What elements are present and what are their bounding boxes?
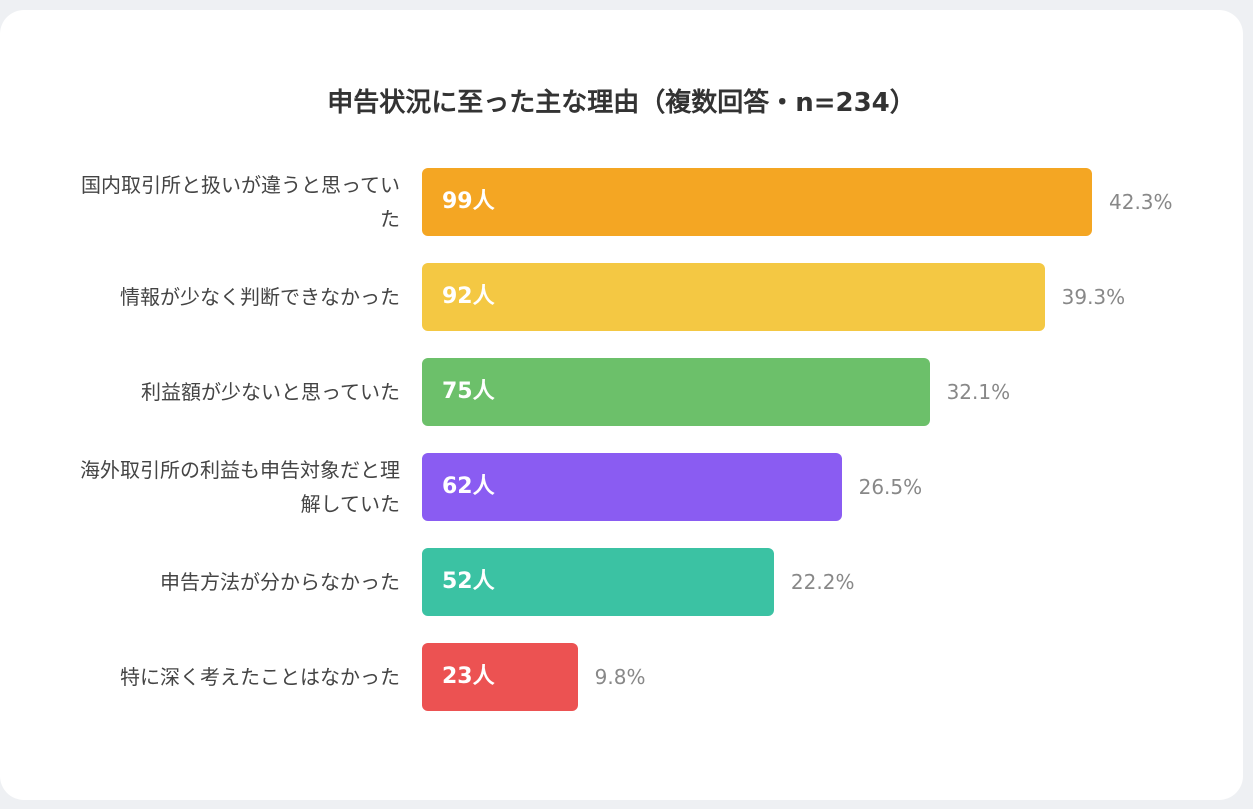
percent-label: 22.2% [790,570,855,594]
percent-label: 26.5% [858,475,923,499]
bar [422,263,1045,331]
category-label: 特に深く考えたことはなかった [120,665,400,689]
percent-label: 32.1% [946,380,1011,404]
value-label: 62人 [442,474,495,499]
bar [422,643,578,711]
bar [422,358,930,426]
value-label: 52人 [442,569,495,594]
value-label: 23人 [442,664,495,689]
category-label: 申告方法が分からなかった [160,570,400,594]
category-label: 海外取引所の利益も申告対象だと理解していた [80,458,400,516]
percent-label: 39.3% [1061,285,1126,309]
value-label: 99人 [442,189,495,214]
value-label: 75人 [442,379,495,404]
category-label: 国内取引所と扱いが違うと思っていた [81,173,400,231]
percent-label: 9.8% [594,665,646,689]
percent-label: 42.3% [1109,190,1173,214]
card: 申告状況に至った主な理由（複数回答・n=234） 国内取引所と扱いが違うと思って… [0,10,1243,800]
value-label: 92人 [442,284,495,309]
bar [422,453,842,521]
bar [422,548,774,616]
category-label: 利益額が少ないと思っていた [141,380,400,404]
category-label: 情報が少なく判断できなかった [120,285,400,309]
chart-title: 申告状況に至った主な理由（複数回答・n=234） [327,88,916,118]
bar [422,168,1092,236]
